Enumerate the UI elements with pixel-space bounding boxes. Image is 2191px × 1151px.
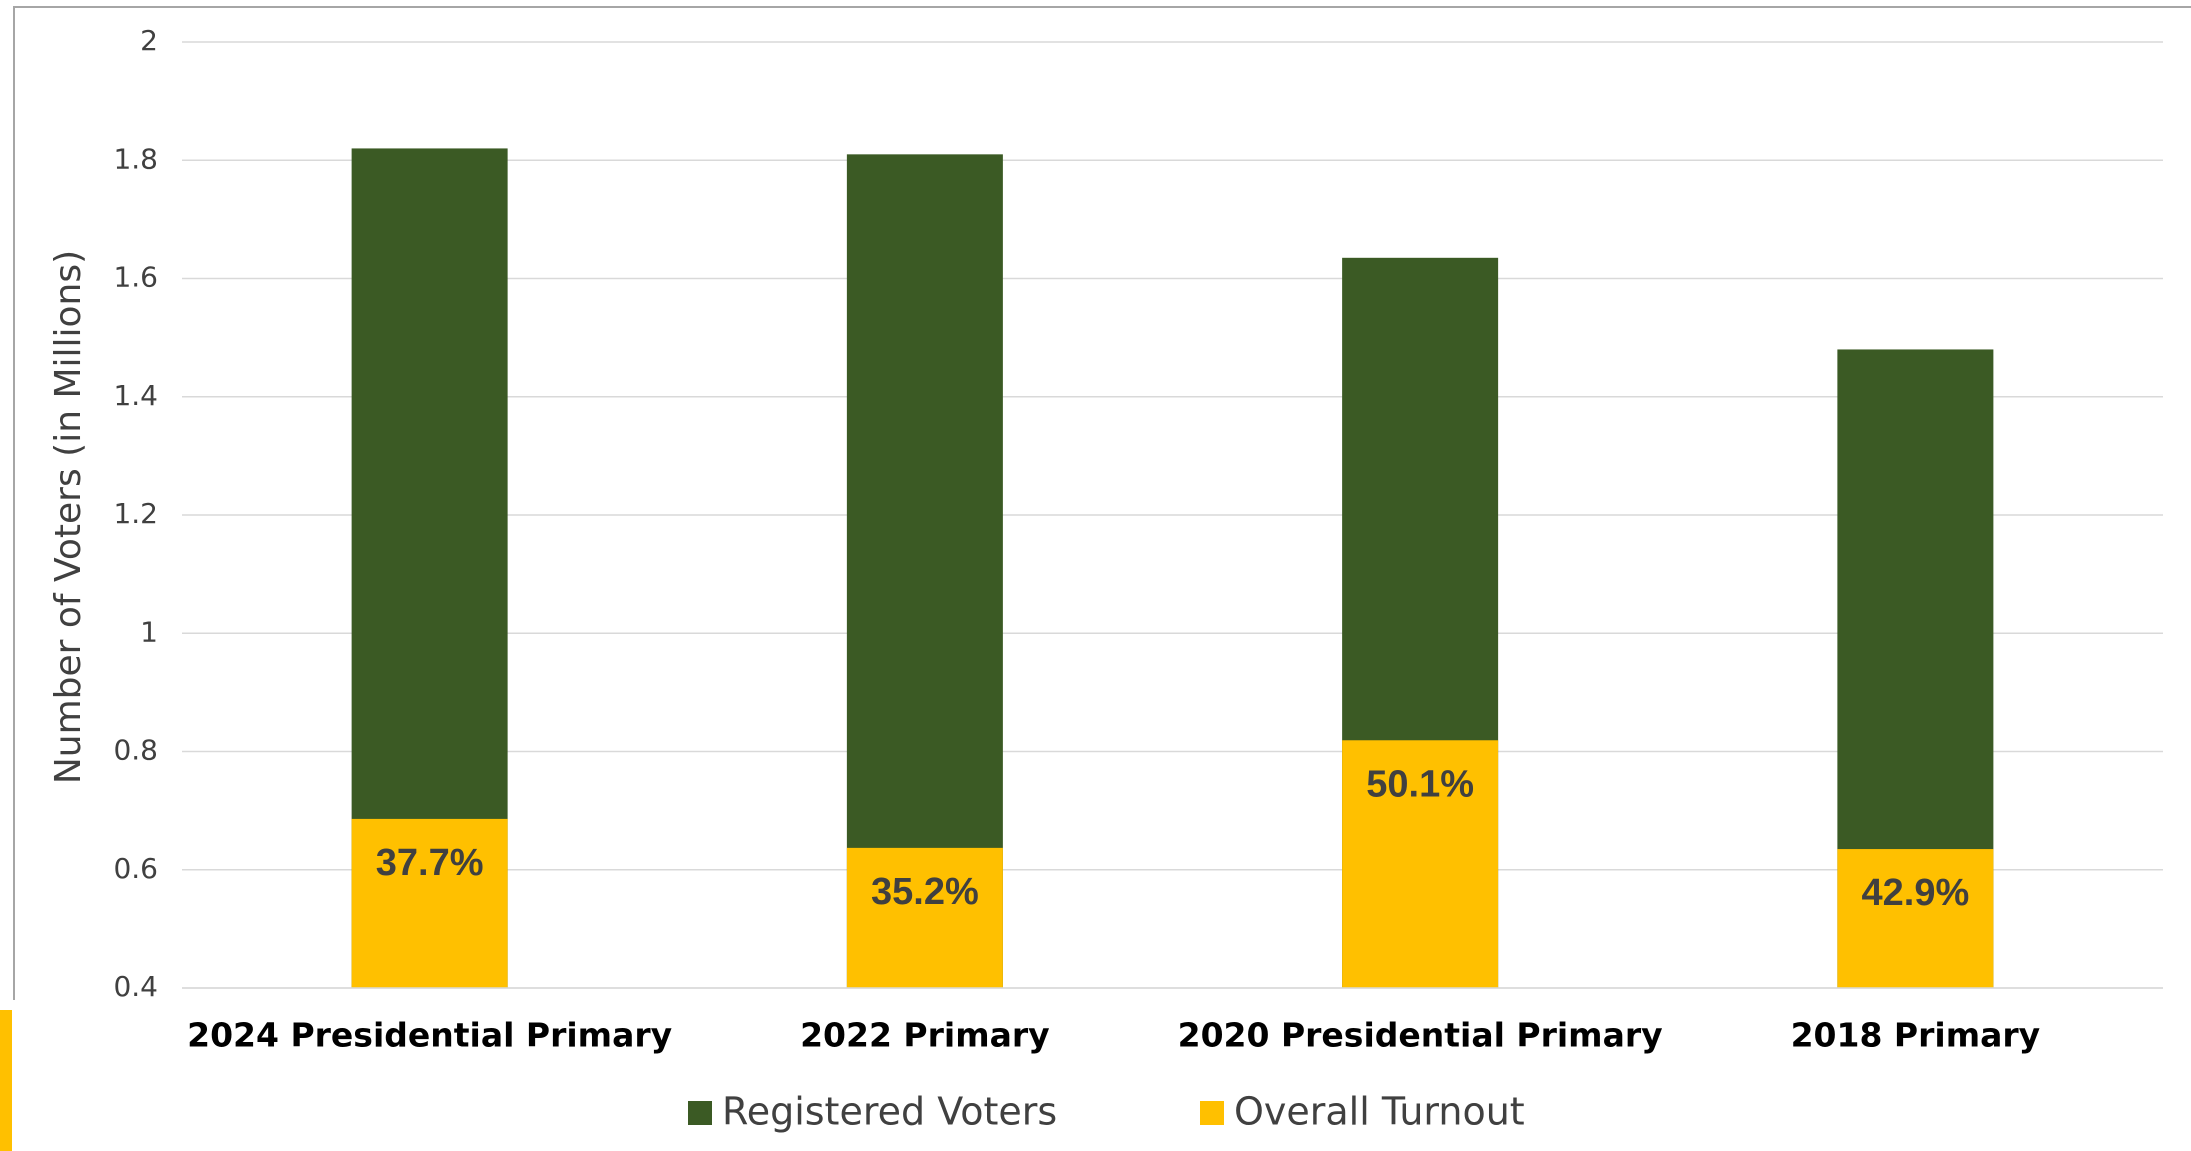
legend-swatch <box>1200 1101 1224 1125</box>
bar-annotation: 37.7% <box>376 842 484 884</box>
legend-swatch <box>688 1101 712 1125</box>
y-tick-label: 0.4 <box>113 970 158 1003</box>
bar-annotation: 42.9% <box>1862 872 1970 914</box>
x-tick-label: 2020 Presidential Primary <box>1178 1016 1663 1055</box>
bar-annotation: 35.2% <box>871 871 979 913</box>
bar <box>351 818 508 988</box>
x-tick-label: 2024 Presidential Primary <box>187 1016 672 1055</box>
bar <box>1837 849 1994 988</box>
legend-label: Overall Turnout <box>1234 1090 1525 1134</box>
legend-label: Registered Voters <box>722 1090 1057 1134</box>
y-tick-label: 0.6 <box>113 852 158 885</box>
y-tick-label: 1.2 <box>113 497 158 530</box>
frame <box>13 6 2191 1000</box>
y-tick-label: 1.6 <box>113 261 158 294</box>
bar-annotation: 50.1% <box>1366 763 1474 805</box>
y-tick-label: 2 <box>140 24 158 57</box>
x-tick-label: 2022 Primary <box>800 1016 1050 1055</box>
y-tick-label: 1.8 <box>113 142 158 175</box>
y-tick-label: 1 <box>140 615 158 648</box>
y-tick-label: 0.8 <box>113 734 158 767</box>
bar <box>846 847 1003 988</box>
accent <box>0 1010 12 1151</box>
y-axis-label: Number of Voters (in Millions) <box>48 250 89 784</box>
x-tick-label: 2018 Primary <box>1791 1016 2041 1055</box>
bar <box>1342 740 1499 988</box>
y-tick-label: 1.4 <box>113 379 158 412</box>
